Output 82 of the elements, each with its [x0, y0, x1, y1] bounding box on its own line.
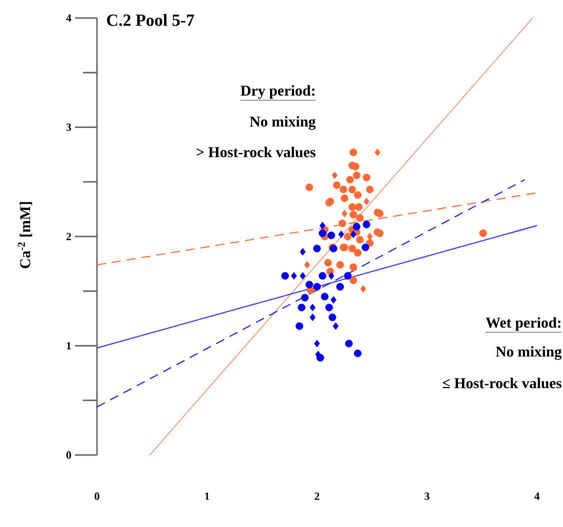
point: [340, 194, 348, 202]
point: [374, 148, 380, 156]
x-tick-label: 2: [314, 492, 320, 500]
point: [349, 148, 358, 156]
point: [338, 230, 344, 238]
point: [355, 203, 363, 211]
point: [354, 249, 362, 257]
point: [320, 292, 328, 300]
point: [366, 232, 373, 240]
point: [342, 210, 348, 218]
point: [325, 304, 333, 312]
y-tick-label: 1: [66, 342, 71, 350]
point: [301, 294, 309, 302]
point: [332, 172, 338, 180]
point: [298, 304, 306, 312]
point: [296, 322, 304, 330]
point: [344, 272, 352, 280]
point: [324, 258, 332, 267]
point: [318, 229, 326, 238]
point: [340, 186, 348, 194]
point: [366, 186, 374, 194]
point: [362, 174, 370, 182]
y-axis-title: Ca$^{-2}$ [mM]: [18, 202, 32, 268]
point: [348, 186, 356, 194]
point: [328, 314, 336, 322]
point: [349, 263, 358, 271]
point: [360, 285, 366, 293]
point: [349, 276, 358, 284]
point: [356, 236, 364, 244]
point: [306, 280, 314, 288]
x-tick-label: 1: [205, 492, 210, 500]
point: [362, 220, 370, 228]
point: [310, 314, 316, 322]
point: [310, 304, 316, 312]
annotation: No mixing: [496, 346, 562, 360]
point: [281, 272, 289, 280]
point: [346, 176, 354, 184]
point: [300, 248, 306, 256]
annotation: ≤ Host-rock values: [442, 378, 562, 388]
annotation: Dry period:: [240, 85, 314, 99]
annotation: No mixing: [250, 116, 316, 130]
chart-title: C.2 Pool 5-7: [107, 14, 194, 26]
point: [304, 261, 310, 269]
point: [354, 191, 362, 199]
point: [344, 232, 352, 240]
point: [338, 220, 346, 228]
point: [306, 184, 314, 192]
point: [291, 272, 297, 280]
point: [333, 181, 341, 189]
point: [352, 172, 360, 180]
point: [320, 222, 326, 230]
point: [348, 203, 356, 211]
point: [328, 232, 336, 240]
point: [364, 198, 370, 206]
point: [348, 244, 356, 252]
point: [328, 272, 334, 280]
y-tick-label: 0: [66, 451, 72, 459]
point: [336, 261, 344, 269]
annotation: > Host-rock values: [196, 146, 316, 158]
point: [314, 340, 320, 348]
x-tick-label: 3: [424, 492, 430, 500]
point: [345, 340, 353, 348]
point: [330, 296, 336, 304]
x-tick-label: 0: [94, 492, 100, 500]
point: [300, 272, 306, 280]
point: [352, 222, 360, 230]
point: [349, 210, 358, 218]
point: [332, 322, 339, 330]
point: [354, 350, 362, 358]
y-tick-label: 2: [66, 232, 71, 240]
point: [350, 230, 356, 238]
annotation: Wet period:: [486, 317, 560, 331]
point: [352, 162, 360, 170]
point: [362, 244, 370, 252]
point: [313, 244, 321, 252]
point: [479, 229, 487, 238]
point: [356, 214, 364, 222]
x-tick-label: 4: [534, 492, 540, 500]
y-tick-label: 4: [66, 14, 72, 22]
point: [318, 272, 326, 280]
point: [313, 282, 321, 291]
y-tick-label: 3: [66, 124, 72, 131]
